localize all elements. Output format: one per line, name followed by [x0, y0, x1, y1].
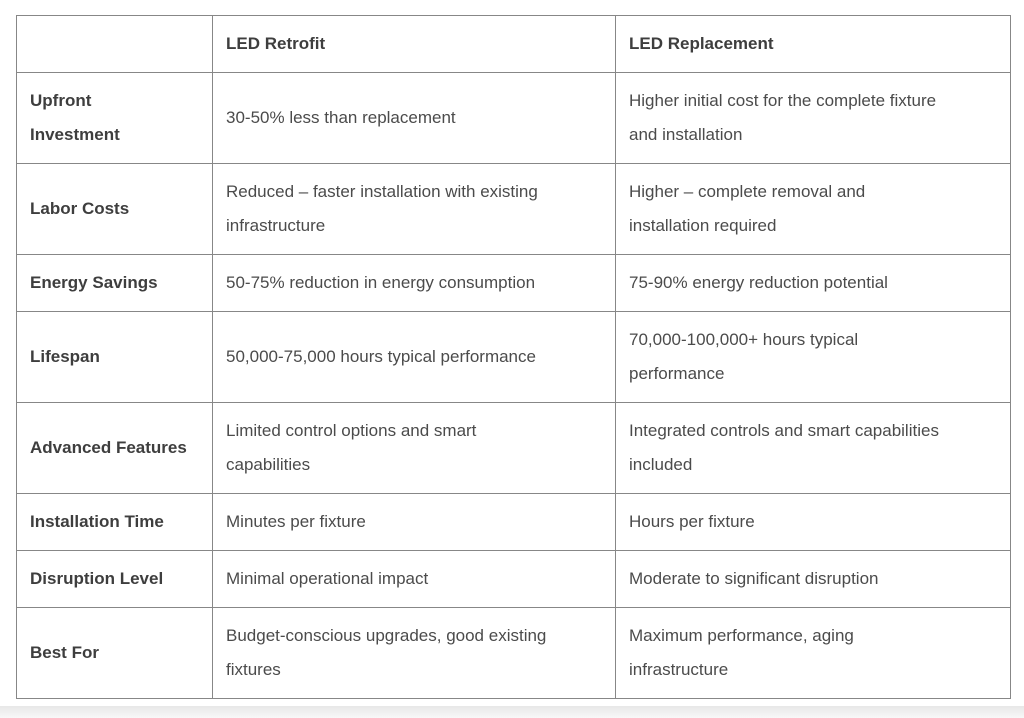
replacement-cell: 70,000-100,000+ hours typical performanc… — [615, 311, 1011, 403]
row-label: Energy Savings — [16, 254, 213, 312]
row-label: Best For — [16, 607, 213, 699]
row-label: Labor Costs — [16, 163, 213, 255]
table-header-row: LED Retrofit LED Replacement — [16, 15, 1011, 73]
row-label: Lifespan — [16, 311, 213, 403]
corner-cell — [16, 15, 213, 73]
row-label: Advanced Features — [16, 402, 213, 494]
column-header-retrofit: LED Retrofit — [212, 15, 616, 73]
row-label: Disruption Level — [16, 550, 213, 608]
row-label: Installation Time — [16, 493, 213, 551]
retrofit-cell: 50-75% reduction in energy consumption — [212, 254, 616, 312]
replacement-cell: Higher – complete removal and installati… — [615, 163, 1011, 255]
table-row-disruption-level: Disruption Level Minimal operational imp… — [16, 550, 1011, 608]
retrofit-cell: Limited control options and smart capabi… — [212, 402, 616, 494]
replacement-cell: Higher initial cost for the complete fix… — [615, 72, 1011, 164]
replacement-cell: 75-90% energy reduction potential — [615, 254, 1011, 312]
table-row-installation-time: Installation Time Minutes per fixture Ho… — [16, 493, 1011, 551]
retrofit-cell: Minimal operational impact — [212, 550, 616, 608]
comparison-table: LED Retrofit LED Replacement Upfront Inv… — [16, 15, 1011, 699]
table-row-upfront-investment: Upfront Investment 30-50% less than repl… — [16, 72, 1011, 164]
row-label: Upfront Investment — [16, 72, 213, 164]
replacement-cell: Hours per fixture — [615, 493, 1011, 551]
table-row-best-for: Best For Budget-conscious upgrades, good… — [16, 607, 1011, 699]
retrofit-cell: Minutes per fixture — [212, 493, 616, 551]
replacement-cell: Integrated controls and smart capabiliti… — [615, 402, 1011, 494]
page-footer-strip — [0, 706, 1024, 718]
table-row-labor-costs: Labor Costs Reduced – faster installatio… — [16, 163, 1011, 255]
retrofit-cell: 30-50% less than replacement — [212, 72, 616, 164]
retrofit-cell: Budget-conscious upgrades, good existing… — [212, 607, 616, 699]
replacement-cell: Moderate to significant disruption — [615, 550, 1011, 608]
table-row-energy-savings: Energy Savings 50-75% reduction in energ… — [16, 254, 1011, 312]
table-row-advanced-features: Advanced Features Limited control option… — [16, 402, 1011, 494]
retrofit-cell: Reduced – faster installation with exist… — [212, 163, 616, 255]
retrofit-cell: 50,000-75,000 hours typical performance — [212, 311, 616, 403]
replacement-cell: Maximum performance, aging infrastructur… — [615, 607, 1011, 699]
column-header-replacement: LED Replacement — [615, 15, 1011, 73]
table-row-lifespan: Lifespan 50,000-75,000 hours typical per… — [16, 311, 1011, 403]
